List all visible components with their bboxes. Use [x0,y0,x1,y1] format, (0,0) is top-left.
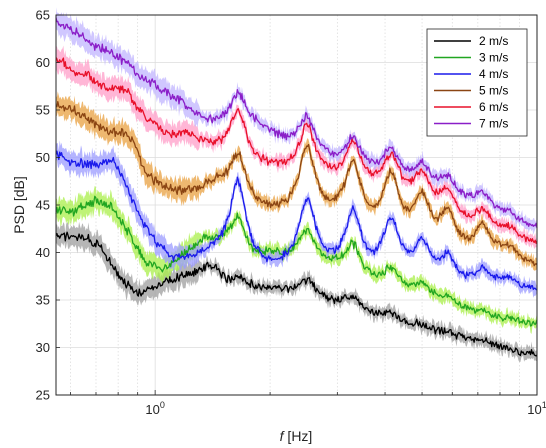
x-tick-label: 100 [145,400,164,417]
y-tick-label: 65 [36,8,50,23]
y-tick-label: 50 [36,150,50,165]
series-line-3-m-s [55,195,538,327]
legend-label: 3 m/s [479,51,508,65]
y-axis-label: PSD [dB] [11,176,27,234]
series-line-5-m-s [55,101,538,267]
x-axis-label-unit: [Hz] [284,428,313,444]
series-line-6-m-s [55,57,538,244]
x-axis-ticks: 100 101 [70,390,546,417]
y-tick-label: 25 [36,388,50,403]
x-tick-label: 101 [527,400,546,417]
series-line-4-m-s [55,150,538,291]
series-lines [55,17,538,357]
legend: 2 m/s 3 m/s 4 m/s 5 m/s 6 m/s 7 m/s [426,28,528,137]
legend-label: 4 m/s [479,67,508,81]
y-tick-label: 30 [36,340,50,355]
y-tick-label: 45 [36,198,50,213]
y-axis-ticks: 25 30 35 40 45 50 55 60 65 [36,8,60,403]
legend-label: 6 m/s [479,100,508,114]
x-axis-label-variable: f [280,428,286,444]
y-tick-label: 40 [36,245,50,260]
band-3-m-s [56,185,537,334]
y-tick-label: 35 [36,293,50,308]
series-line-7-m-s [55,17,538,229]
legend-box [426,28,528,137]
legend-label: 5 m/s [479,84,508,98]
band-4-m-s [56,140,537,298]
legend-label: 2 m/s [479,34,508,48]
y-tick-label: 55 [36,103,50,118]
x-axis-label: f [Hz] [280,428,313,444]
y-tick-label: 60 [36,55,50,70]
band-2-m-s [56,221,537,362]
series-line-2-m-s [55,231,538,357]
legend-label: 7 m/s [479,117,508,131]
